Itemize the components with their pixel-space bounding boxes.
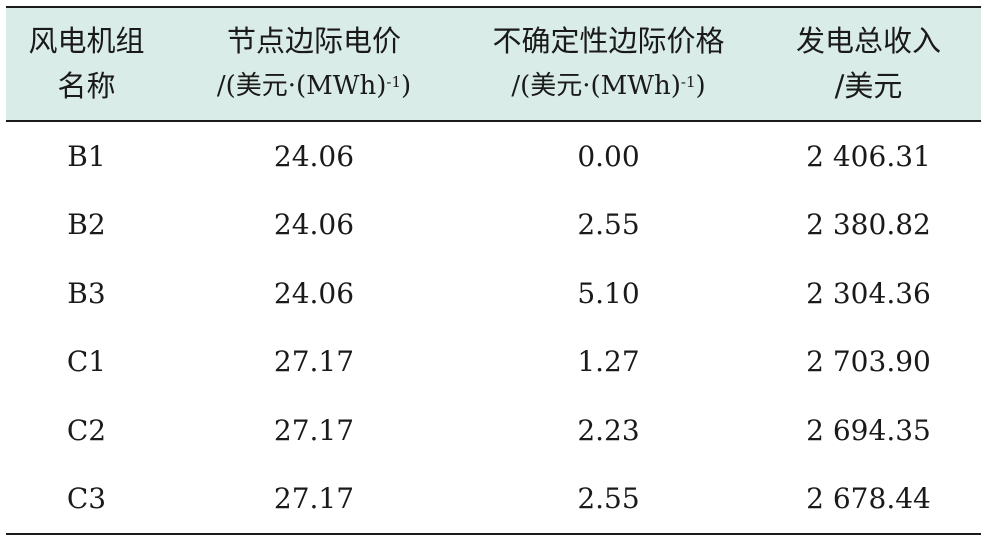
- cell-nodal-price: 27.17: [167, 464, 461, 535]
- header-uncertainty-marginal-price: 不确定性边际价格 /(美元·(MWh)-1): [461, 6, 756, 122]
- cell-uncertainty-price: 2.55: [577, 208, 640, 242]
- header-row: 风电机组 名称 节点边际电价 /(美元·(MWh)-1) 不确定性边际价格 /(…: [6, 6, 981, 122]
- header-total-revenue-line2: /美元: [834, 69, 903, 103]
- wind-turbine-price-table: 风电机组 名称 节点边际电价 /(美元·(MWh)-1) 不确定性边际价格 /(…: [6, 6, 981, 535]
- header-turbine-name-line1: 风电机组: [28, 24, 145, 58]
- cell-turbine-name: B1: [67, 139, 106, 173]
- header-turbine-name-line2: 名称: [57, 69, 116, 103]
- header-nodal-marginal-price: 节点边际电价 /(美元·(MWh)-1): [167, 6, 461, 122]
- cell-total-revenue: 2 406.31: [806, 139, 931, 173]
- cell-total-revenue: 2 694.35: [806, 413, 931, 447]
- cell-turbine-name: B3: [67, 276, 106, 310]
- header-uncertainty-marginal-price-line1: 不确定性边际价格: [492, 24, 725, 58]
- unit-exponent: -1: [386, 73, 401, 91]
- cell-nodal-price: 27.17: [273, 413, 355, 447]
- table-row: C3 27.17 2.55 2 678.44: [6, 464, 981, 535]
- cell-uncertainty-price: 2.55: [461, 464, 756, 535]
- cell-total-revenue: 2 304.36: [806, 276, 931, 310]
- unit-exponent: -1: [680, 73, 696, 91]
- table-row: C2 27.17 2.23 2 694.35: [6, 396, 981, 465]
- unit-close: ): [401, 71, 412, 101]
- cell-uncertainty-price: 0.00: [577, 139, 640, 173]
- header-turbine-name: 风电机组 名称: [6, 6, 167, 122]
- unit-text: /(美元·(MWh): [511, 71, 681, 101]
- unit-close: ): [695, 71, 706, 101]
- table-header: 风电机组 名称 节点边际电价 /(美元·(MWh)-1) 不确定性边际价格 /(…: [6, 6, 981, 122]
- cell-turbine-name: C2: [66, 413, 107, 447]
- header-nodal-marginal-price-unit: /(美元·(MWh)-1): [167, 64, 461, 109]
- unit-text: /(美元·(MWh): [216, 71, 387, 101]
- cell-turbine-name: C1: [66, 345, 107, 379]
- header-total-revenue: 发电总收入 /美元: [756, 6, 981, 122]
- table-row: C1 27.17 1.27 2 703.90: [6, 328, 981, 397]
- table-row: B2 24.06 2.55 2 380.82: [6, 191, 981, 260]
- table-row: B1 24.06 0.00 2 406.31: [6, 121, 981, 191]
- cell-turbine-name: B2: [67, 208, 106, 242]
- cell-uncertainty-price: 2.23: [577, 413, 640, 447]
- data-table-container: 风电机组 名称 节点边际电价 /(美元·(MWh)-1) 不确定性边际价格 /(…: [6, 6, 981, 535]
- header-total-revenue-line1: 发电总收入: [795, 24, 941, 58]
- header-nodal-marginal-price-line1: 节点边际电价: [226, 24, 401, 58]
- cell-nodal-price: 24.06: [273, 139, 355, 173]
- cell-total-revenue: 2 678.44: [756, 464, 981, 535]
- cell-uncertainty-price: 5.10: [577, 276, 640, 310]
- cell-total-revenue: 2 380.82: [806, 208, 931, 242]
- header-uncertainty-marginal-price-unit: /(美元·(MWh)-1): [461, 64, 756, 109]
- cell-nodal-price: 24.06: [273, 208, 355, 242]
- table-body: B1 24.06 0.00 2 406.31 B2 24.06 2.55 2 3…: [6, 121, 981, 535]
- cell-nodal-price: 27.17: [273, 345, 355, 379]
- cell-turbine-name: C3: [6, 464, 167, 535]
- cell-uncertainty-price: 1.27: [577, 345, 640, 379]
- table-row: B3 24.06 5.10 2 304.36: [6, 259, 981, 328]
- cell-total-revenue: 2 703.90: [806, 345, 931, 379]
- cell-nodal-price: 24.06: [273, 276, 355, 310]
